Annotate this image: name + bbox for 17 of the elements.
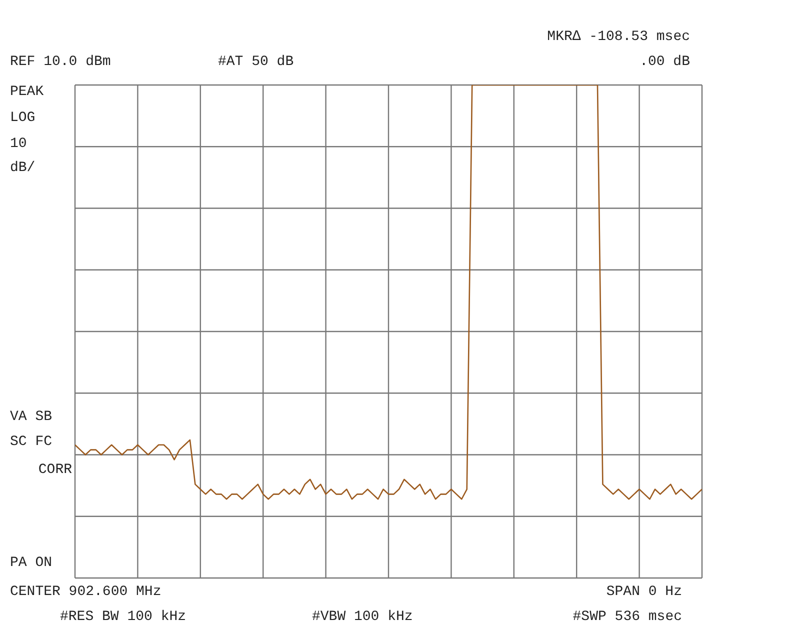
text: CENTER 902.600 MHz: [10, 583, 162, 601]
text: VA SB: [10, 408, 52, 426]
text: #RES BW 100 kHz: [60, 608, 186, 626]
text: PEAK: [10, 83, 44, 101]
text: .00 dB: [640, 53, 690, 71]
text: MKR∆ -108.53 msec: [547, 28, 690, 46]
text: #SWP 536 msec: [572, 608, 682, 626]
text: CORR: [38, 461, 72, 479]
text: SC FC: [10, 433, 52, 451]
text: dB/: [10, 159, 36, 177]
text: REF 10.0 dBm: [10, 53, 111, 71]
text: 10: [10, 135, 27, 153]
text: PA ON: [10, 554, 52, 572]
text: #VBW 100 kHz: [312, 608, 413, 626]
text: LOG: [10, 109, 36, 127]
text: #AT 50 dB: [218, 53, 294, 71]
text: SPAN 0 Hz: [606, 583, 682, 601]
